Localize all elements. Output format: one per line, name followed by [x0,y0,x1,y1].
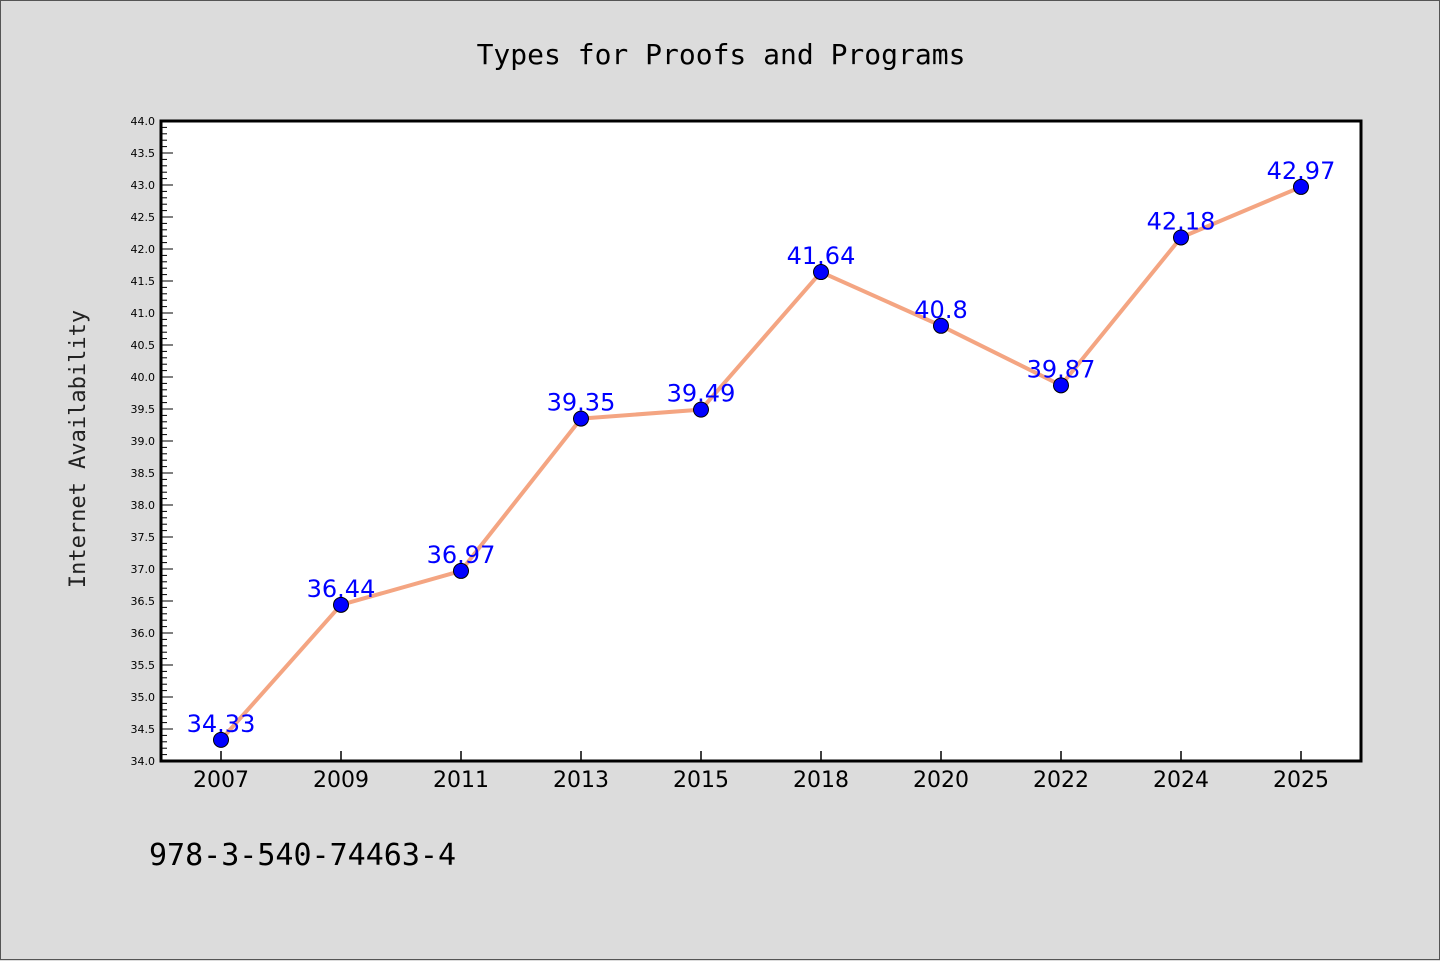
series-group: 34.33 36.44 36.97 39.35 39.49 41.64 40.8 39.87 4… [187,157,1336,748]
data-label: 42.97 [1267,157,1336,185]
x-tick-label: 2011 [433,768,489,793]
y-axis: 34.0 34.5 35.0 35.5 36.0 36.5 37.0 37.5 38.0 38.5… [131,115,173,768]
y-tick-label: 41.0 [131,307,156,320]
data-point [1173,229,1189,246]
y-tick-label: 34.5 [131,723,156,736]
y-tick-label: 36.0 [131,627,156,640]
y-tick-label: 35.0 [131,691,156,704]
x-tick-label: 2025 [1273,768,1329,793]
y-tick-label: 38.5 [131,467,156,480]
y-tick-label: 36.5 [131,595,156,608]
y-tick-label: 34.0 [131,755,156,768]
data-point [453,562,469,579]
x-tick-label: 2013 [553,768,609,793]
y-tick-label: 42.5 [131,211,156,224]
data-point [333,596,349,613]
data-point [573,410,589,427]
y-tick-label: 41.5 [131,275,156,288]
data-label: 42.18 [1147,207,1216,235]
y-tick-label: 39.0 [131,435,156,448]
data-point [693,401,709,418]
y-tick-label: 35.5 [131,659,156,672]
x-tick-label: 2020 [913,768,969,793]
x-axis: 2007 2009 2011 2013 2015 2018 2020 2022 2024 2025 [193,751,1329,793]
y-tick-label: 38.0 [131,499,156,512]
data-point [933,317,949,334]
y-tick-label: 43.5 [131,147,156,160]
data-label: 41.64 [787,242,856,270]
y-tick-label: 43.0 [131,179,156,192]
chart-title: Types for Proofs and Programs [477,38,966,71]
y-tick-label: 44.0 [131,115,156,128]
data-label: 39.49 [667,380,736,408]
data-point [813,264,829,281]
y-tick-label: 42.0 [131,243,156,256]
x-tick-label: 2015 [673,768,729,793]
data-point [213,731,229,748]
data-label: 39.35 [547,389,616,417]
y-tick-label: 39.5 [131,403,156,416]
data-point [1293,178,1309,195]
footnote: 978-3-540-74463-4 [149,838,456,873]
data-point [1053,377,1069,394]
y-tick-label: 40.0 [131,371,156,384]
x-tick-label: 2009 [313,768,369,793]
plot-area [159,119,1363,763]
series-line [219,185,1302,742]
x-tick-label: 2018 [793,768,849,793]
data-label: 34.33 [187,710,256,738]
y-tick-label: 40.5 [131,339,156,352]
x-tick-label: 2007 [193,768,249,793]
data-label: 36.97 [427,541,496,569]
data-label: 40.8 [914,296,967,324]
x-tick-label: 2022 [1033,768,1089,793]
data-label: 36.44 [307,575,376,603]
y-tick-label: 37.0 [131,563,156,576]
data-label: 39.87 [1027,355,1096,383]
x-tick-label: 2024 [1153,768,1209,793]
y-tick-label: 37.5 [131,531,156,544]
y-axis-label: Internet Availability [66,310,91,588]
